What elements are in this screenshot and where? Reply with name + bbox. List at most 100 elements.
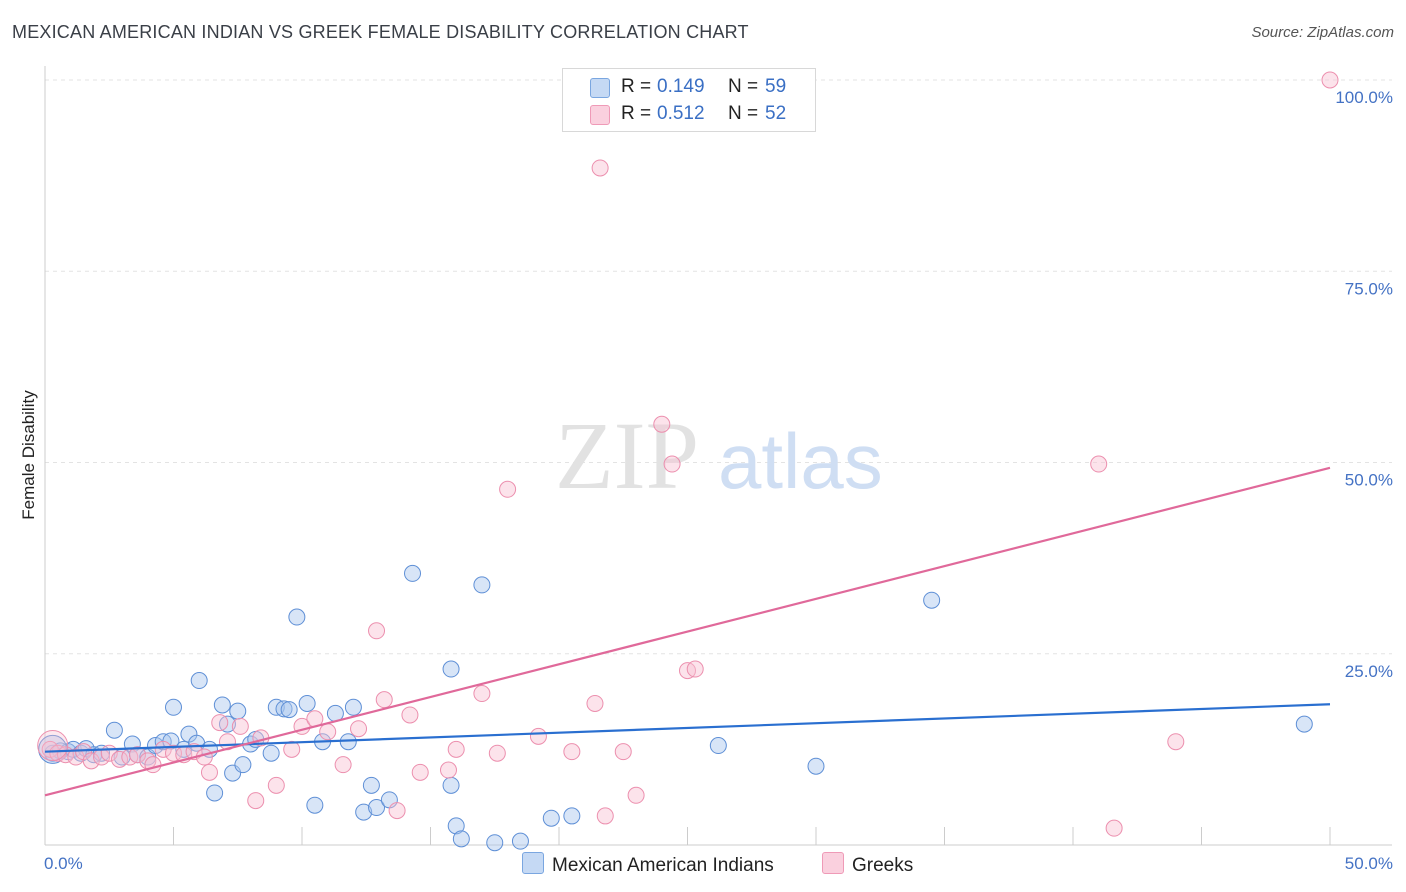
data-point-greeks <box>401 706 419 724</box>
x-tick-label: 50.0% <box>1345 854 1393 873</box>
data-point-mexican-american-indians <box>298 694 316 712</box>
data-point-greeks <box>447 740 465 758</box>
data-point-mexican-american-indians <box>288 608 306 626</box>
trend-line-mexican-american-indians <box>44 703 1331 753</box>
data-point-greeks <box>41 740 59 758</box>
data-point-greeks <box>1105 819 1123 837</box>
data-point-greeks <box>563 743 581 761</box>
y-tick-label: 50.0% <box>1345 471 1393 490</box>
watermark-zip: ZIP <box>555 402 699 509</box>
stats-legend: R = 0.149 N = 59 R = 0.512 N = 52 <box>562 68 816 132</box>
data-point-mexican-american-indians <box>473 576 491 594</box>
data-point-mexican-american-indians <box>368 799 386 817</box>
watermark: ZIP atlas <box>555 402 883 509</box>
data-point-mexican-american-indians <box>355 803 373 821</box>
y-tick-label: 25.0% <box>1345 662 1393 681</box>
data-point-mexican-american-indians <box>229 702 247 720</box>
data-point-greeks <box>211 714 229 732</box>
tick-labels: 100.0% 75.0% 50.0% 25.0% 0.0% 50.0% <box>44 88 1393 873</box>
data-point-mexican-american-indians <box>452 830 470 848</box>
data-point-greeks <box>200 763 218 781</box>
data-point-greeks <box>1321 71 1339 89</box>
data-point-greeks <box>267 776 285 794</box>
chart-title: MEXICAN AMERICAN INDIAN VS GREEK FEMALE … <box>12 22 749 42</box>
bottom-legend-mexican-american-indians: Mexican American Indians <box>522 852 774 877</box>
legend-swatch-blue <box>590 78 610 98</box>
data-point-mexican-american-indians <box>280 701 298 719</box>
data-point-mexican-american-indians <box>563 807 581 825</box>
x-tick-label: 0.0% <box>44 854 83 873</box>
data-point-greeks <box>411 763 429 781</box>
data-point-greeks <box>591 159 609 177</box>
y-axis-label: Female Disability <box>19 390 38 520</box>
legend-swatch-pink <box>590 105 610 125</box>
data-point-mexican-american-indians <box>206 784 224 802</box>
data-point-greeks <box>1090 455 1108 473</box>
data-point-mexican-american-indians <box>404 564 422 582</box>
data-point-mexican-american-indians <box>442 776 460 794</box>
legend-n-value: 59 <box>765 76 787 97</box>
legend-r-label: R = <box>621 76 652 97</box>
data-point-greeks <box>529 727 547 745</box>
data-point-mexican-american-indians <box>165 698 182 716</box>
data-point-greeks <box>334 756 352 774</box>
data-point-mexican-american-indians <box>105 721 123 739</box>
data-point-greeks <box>350 720 368 738</box>
data-point-greeks <box>663 455 681 473</box>
data-point-mexican-american-indians <box>511 832 529 850</box>
legend-r-value: 0.149 <box>657 76 705 97</box>
data-point-mexican-american-indians <box>344 698 362 716</box>
data-point-greeks <box>499 480 517 498</box>
data-point-mexican-american-indians <box>709 737 727 755</box>
data-point-mexican-american-indians <box>1295 715 1313 733</box>
legend-n-value: 52 <box>765 103 787 124</box>
data-point-cluster-greeks <box>37 730 69 762</box>
data-point-greeks <box>283 740 301 758</box>
trend-line-greeks <box>44 466 1331 797</box>
data-point-greeks <box>473 685 491 703</box>
data-point-mexican-american-indians <box>362 776 380 794</box>
data-point-greeks <box>614 743 632 761</box>
data-point-mexican-american-indians <box>807 757 825 775</box>
series-mexican-american-indians-points <box>38 564 1313 852</box>
data-point-mexican-american-indians <box>234 756 252 774</box>
data-point-greeks <box>388 802 406 820</box>
watermark-atlas: atlas <box>718 417 883 505</box>
data-point-greeks <box>368 622 386 640</box>
data-point-greeks <box>488 744 506 762</box>
legend-n-label: N = <box>728 76 759 97</box>
data-point-mexican-american-indians <box>213 696 231 714</box>
legend-n-label: N = <box>728 103 759 124</box>
axes <box>44 66 1392 846</box>
data-point-greeks <box>439 761 457 779</box>
data-point-greeks <box>154 740 172 758</box>
data-point-greeks <box>111 750 129 768</box>
data-point-greeks <box>596 807 614 825</box>
data-point-greeks <box>586 694 604 712</box>
data-point-mexican-american-indians <box>447 817 465 835</box>
data-point-mexican-american-indians <box>275 700 293 718</box>
data-point-mexican-american-indians <box>542 809 560 827</box>
bottom-legend-greeks: Greeks <box>822 852 913 877</box>
series-greeks-points <box>37 71 1339 837</box>
y-tick-label: 75.0% <box>1345 279 1393 298</box>
data-point-greeks <box>129 746 147 764</box>
data-point-mexican-american-indians <box>923 591 941 609</box>
bottom-legend-swatch-blue <box>522 852 544 874</box>
data-point-greeks <box>627 786 645 804</box>
bottom-legend-swatch-pink <box>822 852 844 874</box>
data-point-greeks <box>1167 733 1185 751</box>
legend-r-value: 0.512 <box>657 103 705 124</box>
y-tick-label: 100.0% <box>1335 88 1393 107</box>
data-point-greeks <box>686 660 704 678</box>
data-point-greeks <box>375 691 393 709</box>
data-point-greeks <box>231 717 249 735</box>
trend-lines <box>44 466 1331 797</box>
source-label: Source: ZipAtlas.com <box>1251 24 1394 41</box>
data-point-mexican-american-indians <box>442 660 460 678</box>
legend-r-label: R = <box>621 103 652 124</box>
data-point-mexican-american-indians <box>147 737 165 755</box>
data-point-mexican-american-indians <box>262 744 280 762</box>
data-point-mexican-american-indians <box>306 796 324 814</box>
